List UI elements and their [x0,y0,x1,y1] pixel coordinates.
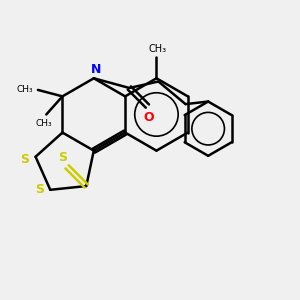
Text: N: N [91,63,101,76]
Text: CH₃: CH₃ [149,44,167,54]
Text: CH₃: CH₃ [17,85,33,94]
Text: S: S [20,154,29,166]
Text: S: S [35,183,44,196]
Text: O: O [143,111,154,124]
Text: S: S [58,151,67,164]
Text: CH₃: CH₃ [35,119,52,128]
